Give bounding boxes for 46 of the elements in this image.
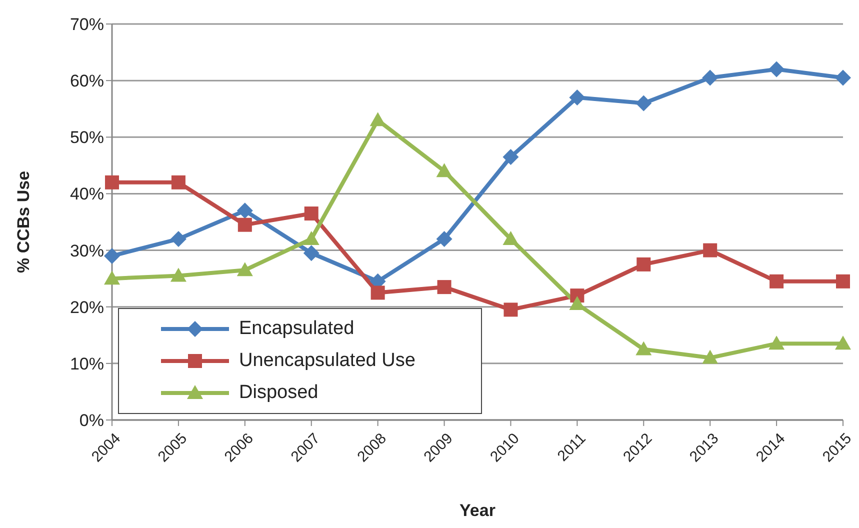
y-tick-label: 70% (70, 15, 104, 34)
point (636, 257, 651, 272)
point (703, 243, 718, 258)
point (105, 175, 119, 190)
point (702, 350, 718, 364)
point (236, 262, 253, 276)
point (104, 248, 120, 264)
point (636, 341, 652, 356)
point (171, 175, 186, 190)
point (502, 148, 519, 165)
point (236, 202, 253, 219)
point (303, 230, 320, 245)
point (569, 90, 586, 106)
point (303, 245, 320, 262)
point (304, 206, 318, 221)
point (770, 274, 784, 288)
point (702, 70, 718, 86)
y-tick-label: 50% (70, 128, 104, 148)
point (636, 95, 652, 112)
point (835, 70, 851, 86)
y-tick-label: 20% (70, 298, 104, 317)
point (170, 230, 186, 247)
y-axis-title: % CCBs Use (14, 170, 34, 274)
point (238, 218, 252, 232)
point (104, 270, 120, 285)
y-tick-label: 10% (70, 354, 104, 374)
legend-label: Unencapsulated Use (239, 350, 416, 372)
point (768, 336, 785, 350)
point (170, 268, 186, 282)
y-tick-label: 60% (70, 72, 104, 91)
point (370, 286, 385, 300)
point (835, 336, 851, 350)
point (437, 280, 452, 294)
point (502, 230, 519, 245)
y-tick-label: 40% (70, 184, 104, 204)
point (836, 274, 850, 288)
point (436, 230, 452, 247)
point (370, 112, 386, 126)
x-axis-title: Year (460, 501, 496, 520)
y-tick-label: 0% (79, 411, 104, 430)
legend-label: Disposed (239, 382, 318, 404)
y-tick-label: 30% (70, 241, 104, 260)
point (768, 61, 785, 78)
point (504, 302, 518, 317)
legend-label: Encapsulated (239, 318, 354, 340)
point (436, 163, 452, 178)
